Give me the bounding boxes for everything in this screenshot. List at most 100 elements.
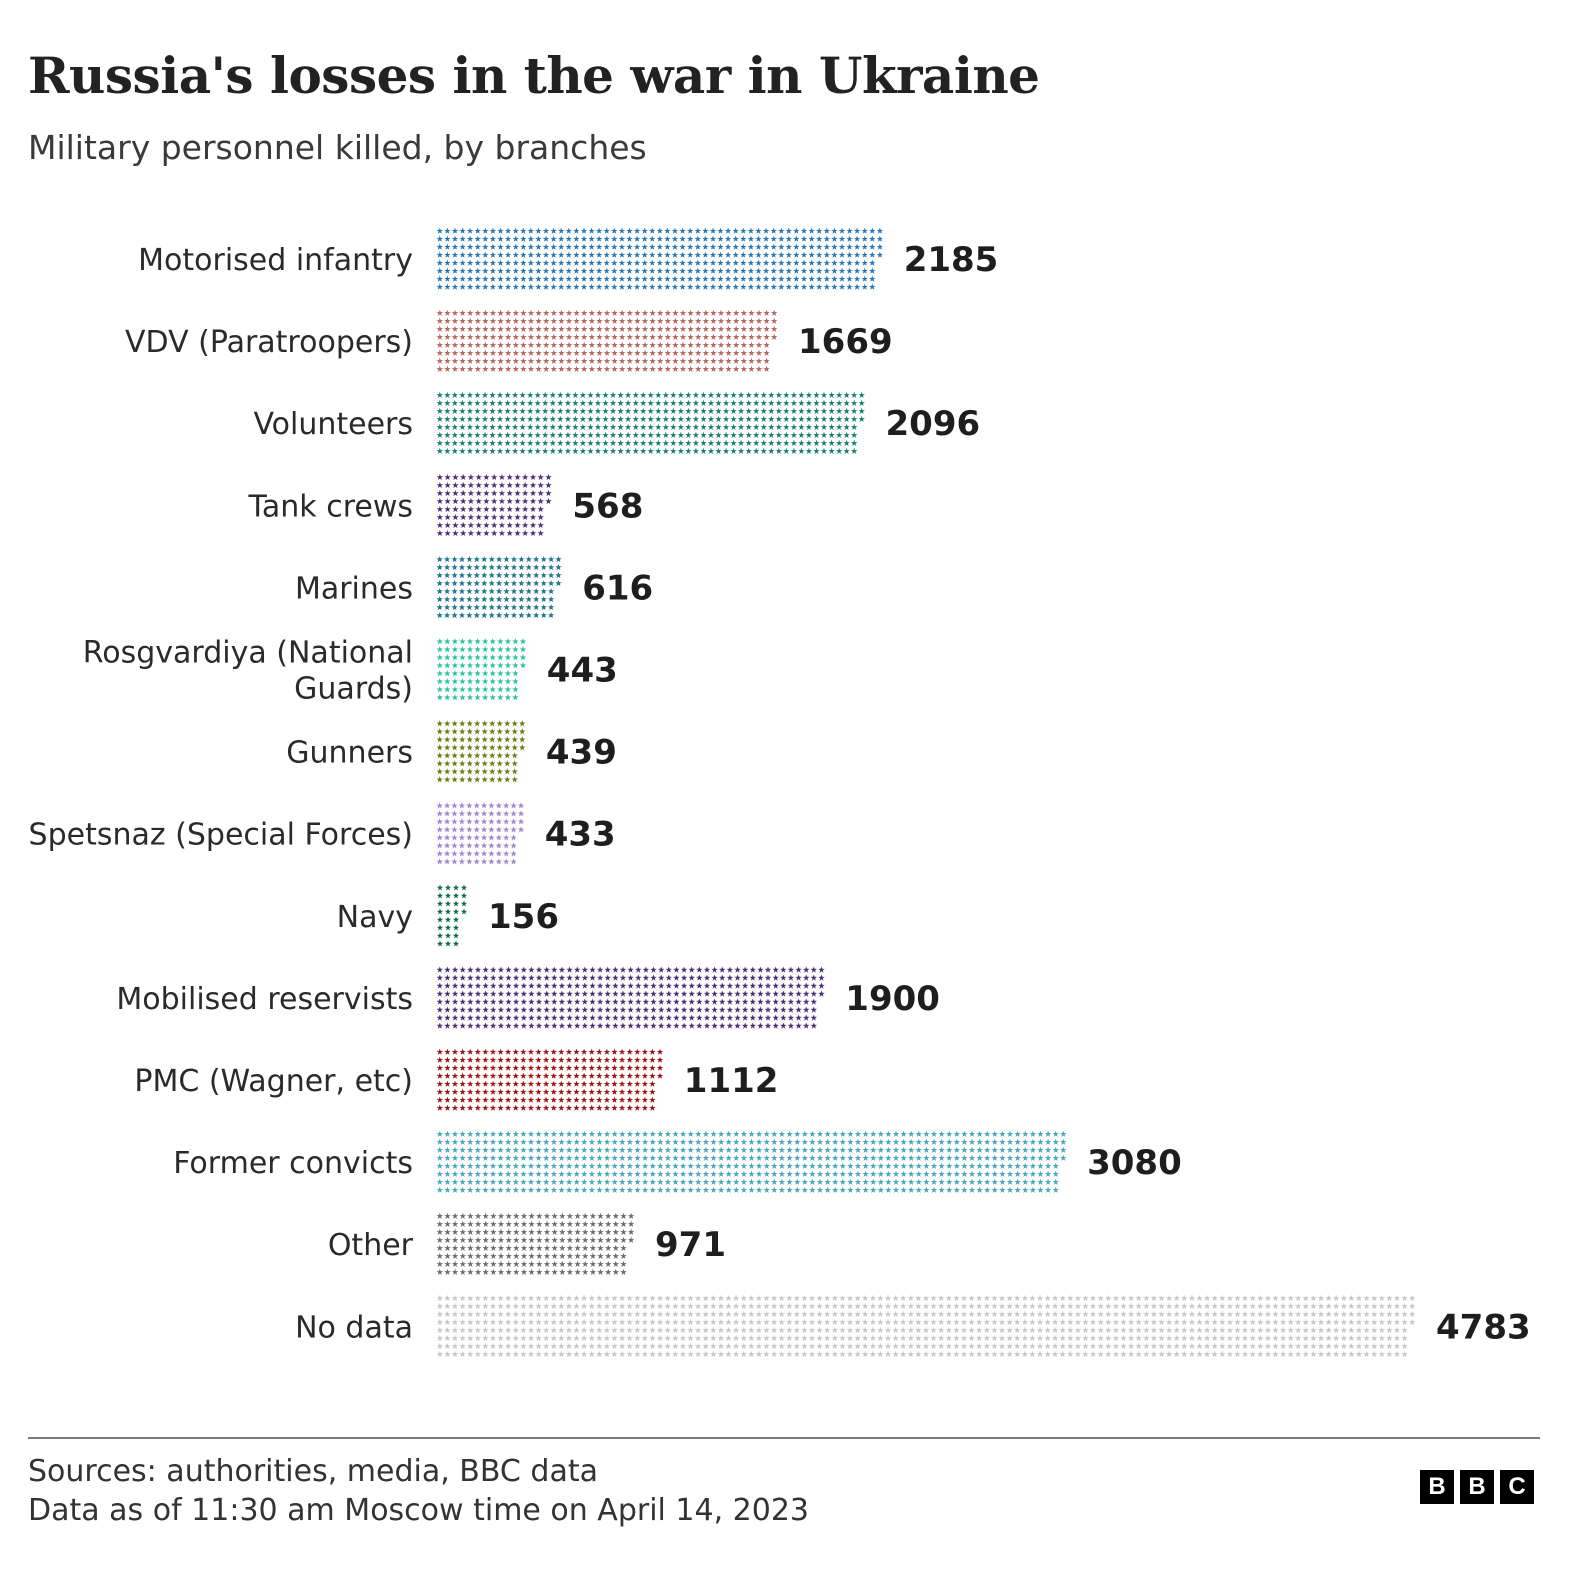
star-icon — [1196, 1342, 1203, 1350]
star-icon — [679, 1130, 687, 1137]
star-icon — [786, 1302, 793, 1310]
star-icon — [1219, 1342, 1226, 1350]
star-icon — [503, 604, 510, 611]
star-icon — [573, 243, 580, 250]
star-icon — [808, 235, 815, 242]
star-icon — [505, 1220, 512, 1227]
star-icon — [869, 1318, 876, 1326]
star-icon — [506, 505, 513, 513]
star-icon — [558, 235, 565, 242]
star-icon — [444, 275, 451, 282]
star-icon — [1264, 1302, 1272, 1310]
star-icon — [672, 1154, 679, 1161]
star-icon — [520, 1260, 528, 1267]
star-icon — [851, 407, 858, 414]
star-icon — [709, 283, 717, 290]
star-icon — [495, 842, 502, 849]
star-icon — [664, 1334, 671, 1342]
star-icon — [488, 604, 495, 611]
star-icon — [467, 365, 474, 372]
star-icon — [816, 1154, 824, 1161]
star-icon — [1060, 1154, 1067, 1161]
star-icon — [451, 1244, 459, 1251]
star-icon — [1173, 1342, 1180, 1350]
star-icon — [520, 1228, 528, 1235]
star-icon — [1302, 1326, 1309, 1334]
star-icon — [1355, 1302, 1363, 1310]
star-icon — [474, 1350, 481, 1358]
star-icon — [915, 1154, 922, 1161]
star-icon — [550, 1178, 558, 1185]
star-icon — [702, 243, 709, 250]
star-icon — [596, 1334, 603, 1342]
star-icon — [510, 572, 518, 579]
star-icon — [602, 447, 609, 454]
star-icon — [634, 325, 641, 332]
star-icon — [778, 1138, 786, 1145]
star-icon — [649, 1170, 656, 1177]
star-icon — [670, 431, 677, 438]
star-icon — [520, 1326, 527, 1334]
star-icon — [696, 982, 703, 989]
star-icon — [793, 259, 800, 266]
star-icon — [565, 341, 573, 348]
star-icon — [715, 407, 722, 414]
star-icon — [930, 1294, 937, 1302]
star-icon — [527, 1048, 535, 1055]
star-icon — [557, 399, 564, 406]
star-icon — [785, 283, 792, 290]
star-icon — [702, 341, 709, 348]
star-icon — [717, 1342, 725, 1350]
star-icon — [527, 447, 534, 454]
star-icon — [535, 1130, 542, 1137]
star-icon — [497, 646, 504, 653]
star-icon — [436, 1334, 443, 1342]
star-icon — [496, 744, 503, 751]
star-icon — [609, 431, 617, 438]
star-icon — [1059, 1318, 1066, 1326]
star-icon — [991, 1294, 998, 1302]
star-icon — [496, 399, 504, 406]
star-icon — [573, 275, 580, 282]
star-icon — [922, 1342, 930, 1350]
star-icon — [618, 1064, 626, 1071]
star-icon — [1355, 1326, 1363, 1334]
star-icon — [717, 235, 724, 242]
star-icon — [512, 670, 519, 677]
star-icon — [573, 317, 580, 324]
star-icon — [626, 1080, 633, 1087]
star-icon — [605, 1236, 612, 1243]
star-icon — [603, 357, 611, 364]
star-icon — [801, 1350, 808, 1358]
star-icon — [520, 1186, 527, 1193]
star-icon — [768, 407, 775, 414]
star-icon — [634, 1154, 641, 1161]
star-icon — [760, 431, 767, 438]
star-icon — [1060, 1146, 1067, 1153]
star-icon — [436, 580, 443, 587]
star-bar — [436, 720, 526, 783]
star-icon — [436, 1056, 443, 1063]
star-icon — [1143, 1326, 1150, 1334]
star-icon — [694, 275, 701, 282]
star-icon — [467, 325, 474, 332]
star-icon — [1295, 1294, 1302, 1302]
star-icon — [520, 974, 527, 981]
star-icon — [768, 415, 775, 422]
star-icon — [459, 1220, 466, 1227]
star-icon — [490, 1014, 497, 1021]
star-icon — [790, 439, 798, 446]
star-icon — [522, 505, 529, 513]
star-icon — [707, 439, 715, 446]
star-icon — [497, 309, 504, 316]
star-icon — [473, 834, 480, 841]
star-icon — [460, 908, 468, 915]
star-icon — [656, 1318, 664, 1326]
star-icon — [991, 1162, 998, 1169]
star-icon — [787, 1022, 795, 1029]
star-icon — [506, 481, 513, 489]
star-icon — [572, 407, 579, 414]
star-icon — [520, 1014, 527, 1021]
star-icon — [540, 572, 547, 579]
star-icon — [558, 1318, 565, 1326]
